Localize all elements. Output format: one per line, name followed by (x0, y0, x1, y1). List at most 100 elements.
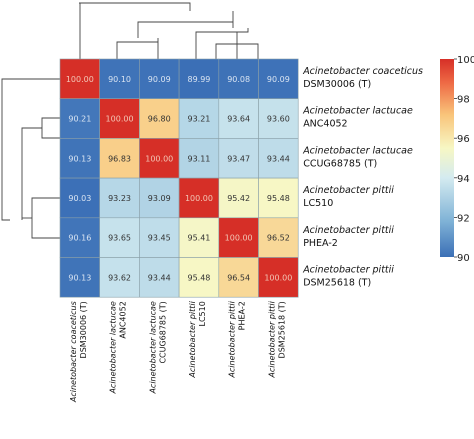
heatmap-cell-r0-c5 (258, 58, 299, 100)
cell-value-label-r1-c0: 90.21 (68, 115, 91, 124)
cell-value-label-r4-c1: 93.65 (108, 234, 131, 243)
cell-value-label-r4-c5: 96.52 (267, 234, 290, 243)
heatmap-cell-r3-c2 (139, 177, 180, 219)
cell-value-label-r0-c0: 100.00 (66, 75, 94, 84)
cell-value-label-r5-c2: 93.44 (148, 273, 171, 282)
cell-value-label-r3-c4: 95.42 (227, 194, 250, 203)
cell-value-label-r3-c2: 93.09 (148, 194, 171, 203)
row-species-3: Acinetobacter pittii (302, 185, 394, 196)
column-label-0: Acinetobacter coaceticusDSM30006 (T) (69, 301, 88, 403)
heatmap-cell-r1-c1 (99, 98, 140, 139)
column-species-0: Acinetobacter coaceticus (69, 301, 78, 403)
cell-value-label-r5-c0: 90.13 (68, 273, 91, 282)
heatmap-cell-r4-c4 (218, 217, 259, 258)
heatmap-cell-r4-c0 (59, 217, 101, 258)
column-strain-3: LC510 (198, 301, 207, 326)
cell-value-label-r1-c2: 96.80 (148, 115, 171, 124)
column-strain-2: CCUG68785 (T) (158, 301, 167, 363)
row-strain-3: LC510 (303, 198, 333, 209)
cell-value-label-r0-c3: 89.99 (187, 75, 210, 84)
column-label-5: Acinetobacter pittiiDSM25618 (T) (267, 300, 286, 378)
row-species-0: Acinetobacter coaceticus (302, 66, 423, 77)
column-label-3: Acinetobacter pittiiLC510 (188, 300, 207, 378)
column-labels: Acinetobacter coaceticusDSM30006 (T) Acin… (69, 300, 287, 403)
cell-value-label-r1-c1: 100.00 (106, 115, 134, 124)
column-species-1: Acinetobacter lactucae (109, 301, 118, 394)
heatmap-cell-r2-c5 (258, 138, 299, 179)
row-strain-0: DSM30006 (T) (303, 79, 371, 90)
colorbar: 100 98 96 94 92 90 (440, 55, 474, 264)
heatmap-cell-r3-c5 (258, 177, 299, 219)
heatmap-cell-r0-c3 (178, 58, 220, 100)
cell-value-label-r5-c4: 96.54 (227, 273, 250, 282)
colorbar-tick-label-1: 98 (457, 95, 470, 106)
column-species-3: Acinetobacter pittii (188, 300, 197, 378)
heatmap-cell-r1-c5 (258, 98, 299, 139)
row-strain-4: PHEA-2 (303, 238, 338, 249)
cell-value-label-r4-c3: 95.41 (187, 234, 210, 243)
heatmap-cell-r4-c3 (178, 217, 220, 258)
cell-value-label-r5-c3: 95.48 (187, 273, 210, 282)
cell-value-label-r4-c2: 93.45 (148, 234, 171, 243)
colorbar-tick-label-2: 96 (457, 134, 470, 145)
colorbar-gradient (440, 59, 454, 257)
cell-value-label-r2-c3: 93.11 (187, 154, 210, 163)
row-label-0: Acinetobacter coaceticus DSM30006 (T) (302, 66, 423, 90)
row-strain-1: ANC4052 (303, 119, 347, 130)
cell-value-label-r4-c0: 90.16 (68, 234, 91, 243)
cell-value-label-r4-c4: 100.00 (225, 234, 253, 243)
heatmap-cell-r5-c3 (178, 257, 220, 298)
column-species-2: Acinetobacter lactucae (148, 301, 157, 394)
colorbar-tick-label-4: 92 (457, 213, 470, 224)
cell-value-label-r0-c5: 90.09 (267, 75, 290, 84)
row-label-2: Acinetobacter lactucae CCUG68785 (T) (302, 145, 413, 169)
row-species-2: Acinetobacter lactucae (302, 145, 413, 156)
row-label-4: Acinetobacter pittii PHEA-2 (302, 225, 394, 249)
cell-value-label-r0-c4: 90.08 (227, 75, 250, 84)
colorbar-tick-label-3: 94 (457, 174, 470, 185)
heatmap-cell-r3-c3 (178, 177, 220, 219)
heatmap-cell-r0-c2 (139, 58, 180, 100)
row-label-3: Acinetobacter pittii LC510 (302, 185, 394, 209)
cell-value-label-r3-c1: 93.23 (108, 194, 131, 203)
heatmap-cell-r3-c1 (99, 177, 140, 219)
row-strain-2: CCUG68785 (T) (303, 158, 377, 169)
column-strain-5: DSM25618 (T) (277, 301, 286, 358)
heatmap-cell-r4-c5 (258, 217, 299, 258)
row-label-1: Acinetobacter lactucae ANC4052 (302, 106, 413, 130)
cell-value-label-r2-c4: 93.47 (227, 154, 250, 163)
heatmap-cell-r2-c4 (218, 138, 259, 179)
heatmap-cell-r3-c0 (59, 177, 101, 219)
cell-value-label-r2-c5: 93.44 (267, 154, 290, 163)
column-species-4: Acinetobacter pittii (228, 300, 237, 378)
heatmap-cell-r0-c1 (99, 58, 140, 100)
row-species-5: Acinetobacter pittii (302, 265, 394, 276)
row-labels: Acinetobacter coaceticus DSM30006 (T)Acin… (302, 66, 423, 289)
cell-value-label-r0-c2: 90.09 (148, 75, 171, 84)
column-strain-1: ANC4052 (119, 301, 128, 338)
cell-value-label-r1-c3: 93.21 (187, 115, 210, 124)
cell-value-label-r3-c0: 90.03 (68, 194, 91, 203)
heatmap-value-labels: 100.00 90.10 90.09 89.99 90.08 90.09 90.21 100.… (66, 75, 293, 283)
cell-value-label-r5-c1: 93.62 (108, 273, 131, 282)
heatmap-cell-r3-c4 (218, 177, 259, 219)
heatmap-cell-r4-c2 (139, 217, 180, 258)
cell-value-label-r3-c5: 95.48 (267, 194, 290, 203)
heatmap-cell-r1-c3 (178, 98, 220, 139)
cell-value-label-r1-c4: 93.64 (227, 115, 250, 124)
heatmap-cell-r2-c3 (178, 138, 220, 179)
row-species-4: Acinetobacter pittii (302, 225, 394, 236)
column-label-4: Acinetobacter pittiiPHEA-2 (228, 300, 247, 378)
column-dendrogram (79, 2, 259, 59)
cell-value-label-r1-c5: 93.60 (267, 115, 290, 124)
heatmap-cell-r0-c0 (59, 58, 101, 100)
row-strain-5: DSM25618 (T) (303, 278, 371, 289)
column-label-1: Acinetobacter lactucaeANC4052 (109, 301, 128, 394)
column-label-2: Acinetobacter lactucaeCCUG68785 (T) (148, 301, 167, 394)
heatmap-cell-r2-c1 (99, 138, 140, 179)
cell-value-label-r2-c2: 100.00 (145, 154, 173, 163)
cell-value-label-r0-c1: 90.10 (108, 75, 131, 84)
row-dendrogram (1, 78, 60, 239)
cell-value-label-r5-c5: 100.00 (264, 273, 292, 282)
